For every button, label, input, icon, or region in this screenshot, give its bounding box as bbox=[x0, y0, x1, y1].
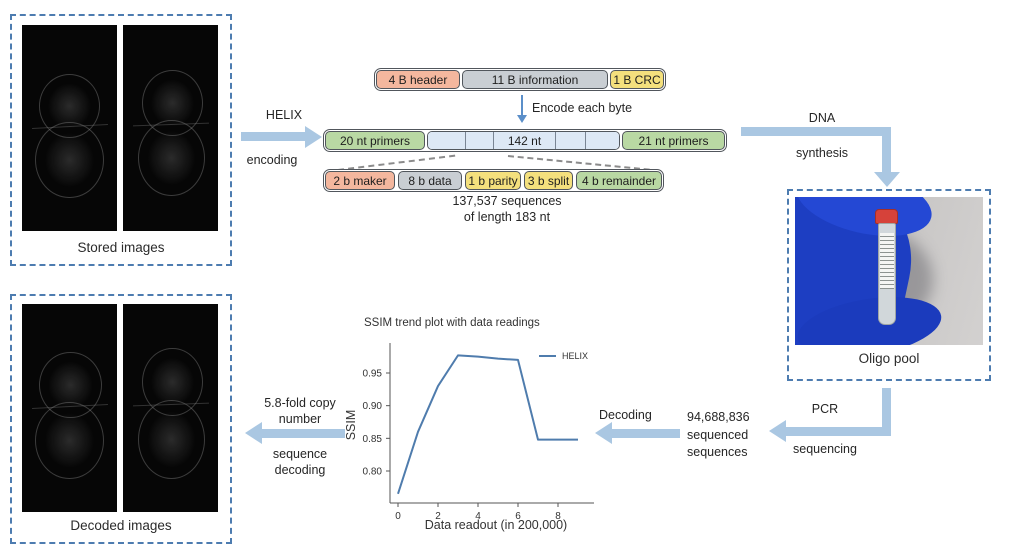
pcr-arrow-horizontal bbox=[786, 427, 891, 436]
svg-text:4: 4 bbox=[475, 511, 481, 522]
chart-xlabel: Data readout (in 200,000) bbox=[425, 518, 567, 532]
dna-arrow-horizontal bbox=[741, 127, 891, 136]
split-segment: 3 b split bbox=[524, 171, 573, 190]
svg-text:0: 0 bbox=[395, 511, 401, 522]
payload-cell bbox=[466, 132, 494, 149]
reads-count-line2: sequenced bbox=[687, 428, 749, 442]
encode-arrow-line bbox=[521, 95, 523, 116]
decoded-image-1 bbox=[22, 304, 117, 512]
dna-arrow-vertical bbox=[882, 127, 891, 173]
left-primer-segment: 20 nt primers bbox=[325, 131, 425, 150]
x-ticks: 0 2 4 6 8 bbox=[395, 503, 561, 522]
decoding-arrow-body bbox=[611, 429, 680, 438]
sequence-count-line1: 137,537 sequences bbox=[452, 194, 562, 208]
chart-title: SSIM trend plot with data readings bbox=[364, 317, 540, 329]
helix-arrow-head bbox=[305, 126, 322, 148]
embryo-outline bbox=[138, 119, 205, 196]
fold-arrow-head bbox=[245, 422, 262, 444]
fold-label-line1: 5.8-fold copy bbox=[264, 396, 336, 410]
sequence-count-line2: of length 183 nt bbox=[463, 210, 551, 224]
stored-images-box: Stored images bbox=[10, 14, 232, 266]
svg-text:0.85: 0.85 bbox=[363, 434, 383, 445]
svg-text:0.95: 0.95 bbox=[363, 369, 383, 380]
oligo-pool-box: Oligo pool bbox=[787, 189, 991, 381]
data-segment: 8 b data bbox=[398, 171, 462, 190]
svg-text:0.90: 0.90 bbox=[363, 401, 383, 412]
decoding-arrow-head bbox=[595, 422, 612, 444]
embryo-outline bbox=[35, 121, 104, 198]
payload-cell bbox=[586, 132, 619, 149]
byte-bar-information-segment: 11 B information bbox=[462, 70, 608, 89]
svg-text:0.80: 0.80 bbox=[363, 466, 383, 477]
encoding-label: encoding bbox=[246, 153, 298, 167]
sequencing-label: sequencing bbox=[793, 442, 857, 456]
encode-arrow-label: Encode each byte bbox=[532, 101, 633, 115]
helix-arrow-body bbox=[241, 132, 305, 141]
fold-label-line4: decoding bbox=[274, 463, 326, 477]
byte-bar-header-segment: 4 B header bbox=[376, 70, 460, 89]
remainder-segment: 4 b remainder bbox=[576, 171, 662, 190]
svg-text:8: 8 bbox=[555, 511, 561, 522]
pcr-arrow-head bbox=[769, 420, 786, 442]
legend-label: HELIX bbox=[562, 351, 588, 361]
sequence-bar: 20 nt primers 142 nt 21 nt primers bbox=[323, 129, 727, 152]
stored-image-2 bbox=[123, 25, 218, 231]
maker-segment: 2 b maker bbox=[325, 171, 395, 190]
fold-label-line3: sequence bbox=[272, 447, 328, 461]
parity-segment: 1 b parity bbox=[465, 171, 521, 190]
decoded-image-2 bbox=[123, 304, 218, 512]
dna-label: DNA bbox=[808, 111, 836, 125]
byte-bar: 4 B header 11 B information 1 B CRC bbox=[374, 68, 666, 91]
vial-cap bbox=[875, 209, 898, 224]
payload-cell-142nt: 142 nt bbox=[494, 132, 556, 149]
sub-byte-bar: 2 b maker 8 b data 1 b parity 3 b split … bbox=[323, 169, 664, 192]
decoding-label: Decoding bbox=[599, 408, 652, 422]
dna-arrow-head bbox=[874, 172, 900, 187]
right-primer-segment: 21 nt primers bbox=[622, 131, 725, 150]
reads-count-line3: sequences bbox=[687, 445, 748, 459]
helix-series-line bbox=[397, 354, 578, 495]
byte-bar-crc-segment: 1 B CRC bbox=[610, 70, 664, 89]
pcr-arrow-vertical bbox=[882, 388, 891, 432]
pcr-label: PCR bbox=[811, 402, 839, 416]
stored-image-1 bbox=[22, 25, 117, 231]
synthesis-label: synthesis bbox=[795, 146, 849, 160]
decoded-images-box: Decoded images bbox=[10, 294, 232, 544]
reads-count-line1: 94,688,836 bbox=[687, 410, 750, 424]
fold-arrow-body bbox=[261, 429, 345, 438]
fold-label-line2: number bbox=[278, 412, 322, 426]
svg-text:2: 2 bbox=[435, 511, 441, 522]
svg-text:6: 6 bbox=[515, 511, 521, 522]
y-ticks: 0.80 0.85 0.90 0.95 bbox=[363, 369, 390, 477]
vial-label bbox=[880, 233, 894, 289]
decoded-images-label: Decoded images bbox=[70, 518, 172, 533]
payload-cells: 142 nt bbox=[427, 131, 620, 150]
stored-images-label: Stored images bbox=[77, 240, 165, 255]
ssim-chart: SSIM trend plot with data readings SSIM … bbox=[346, 317, 594, 532]
embryo-outline bbox=[35, 401, 104, 479]
chart-ylabel: SSIM bbox=[346, 410, 358, 441]
encode-arrow-head bbox=[517, 115, 527, 123]
oligo-pool-photo bbox=[795, 197, 983, 345]
payload-cell bbox=[556, 132, 586, 149]
payload-cell bbox=[428, 132, 466, 149]
oligo-pool-label: Oligo pool bbox=[858, 351, 920, 366]
helix-label: HELIX bbox=[265, 108, 303, 122]
embryo-outline bbox=[138, 399, 205, 479]
